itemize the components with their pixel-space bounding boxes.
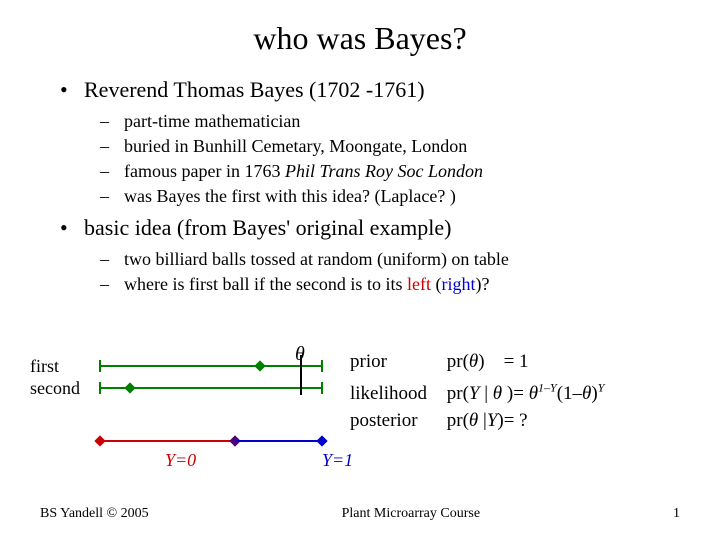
eq-like-body: pr(Y | θ )= θ1–Y(1–θ)Y xyxy=(447,383,605,404)
first-ball-dot xyxy=(254,360,265,371)
sub-buried: buried in Bunhill Cemetary, Moongate, Lo… xyxy=(100,136,680,157)
second-ball-dot xyxy=(124,382,135,393)
y0-label: Y=0 xyxy=(165,450,196,471)
first-line xyxy=(100,365,322,367)
y0-line xyxy=(100,440,235,442)
label-second: second xyxy=(30,377,80,399)
sub-lr-end: )? xyxy=(475,274,489,294)
y1-label: Y=1 xyxy=(322,450,353,471)
sub-lr-left: left xyxy=(407,274,431,294)
sub-lr-right: right xyxy=(441,274,475,294)
sub-paper-text: famous paper in 1763 xyxy=(124,161,285,181)
footer-right: 1 xyxy=(673,506,680,522)
eq-likelihood: likelihood pr(Y | θ )= θ1–Y(1–θ)Y xyxy=(350,375,604,407)
eq-posterior: posterior pr(θ |Y)= ? xyxy=(350,407,604,434)
footer-center: Plant Microarray Course xyxy=(342,506,480,522)
slide-container: who was Bayes? Reverend Thomas Bayes (17… xyxy=(0,0,720,540)
eq-prior-lhs: pr(θ) = 1 xyxy=(447,351,529,372)
slide-footer: BS Yandell © 2005 Plant Microarray Cours… xyxy=(40,506,680,522)
sub-laplace: was Bayes the first with this idea? (Lap… xyxy=(100,186,680,207)
eq-post-body: pr(θ |Y)= ? xyxy=(447,410,528,431)
theta-bar xyxy=(300,355,302,395)
sub-lr-mid: ( xyxy=(431,274,442,294)
bullet-reverend: Reverend Thomas Bayes (1702 -1761) xyxy=(60,77,680,103)
label-first: first xyxy=(30,355,80,377)
y0-cap-l xyxy=(94,435,105,446)
first-line-cap-r xyxy=(321,360,323,372)
footer-left: BS Yandell © 2005 xyxy=(40,506,149,522)
y1-cap-l xyxy=(229,435,240,446)
eq-like-label: likelihood xyxy=(350,380,442,407)
sub-paper-journal: Phil Trans Roy Soc London xyxy=(285,161,483,181)
sub-billiard: two billiard balls tossed at random (uni… xyxy=(100,249,680,270)
second-line-cap-l xyxy=(99,382,101,394)
y1-cap-r xyxy=(316,435,327,446)
second-line-cap-r xyxy=(321,382,323,394)
eq-post-label: posterior xyxy=(350,407,442,434)
y1-line xyxy=(235,440,322,442)
sub-paper: famous paper in 1763 Phil Trans Roy Soc … xyxy=(100,161,680,182)
bullet-basic-idea: basic idea (from Bayes' original example… xyxy=(60,215,680,241)
sub-mathematician: part-time mathematician xyxy=(100,111,680,132)
slide-title: who was Bayes? xyxy=(40,20,680,57)
diagram-row-labels: first second xyxy=(30,355,80,399)
billiard-diagram: first second θ Y=0 Y=1 xyxy=(30,345,330,475)
eq-prior-label: prior xyxy=(350,348,442,375)
sub-left-right: where is first ball if the second is to … xyxy=(100,274,680,295)
first-line-cap-l xyxy=(99,360,101,372)
sub-lr-a: where is first ball if the second is to … xyxy=(124,274,407,294)
eq-prior: prior pr(θ) = 1 xyxy=(350,348,604,375)
equations-block: prior pr(θ) = 1 likelihood pr(Y | θ )= θ… xyxy=(350,348,604,434)
